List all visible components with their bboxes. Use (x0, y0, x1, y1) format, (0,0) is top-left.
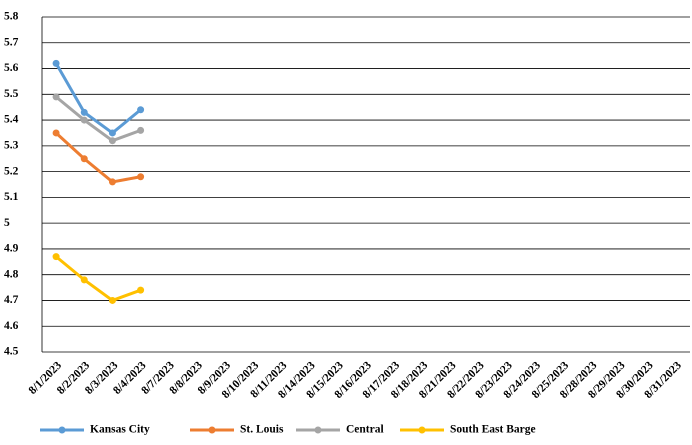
data-point (137, 286, 145, 294)
y-tick-label: 5.4 (4, 114, 19, 126)
data-point (108, 178, 116, 186)
data-point (80, 276, 88, 284)
y-tick-label: 5.2 (4, 165, 19, 177)
data-point (52, 59, 60, 67)
y-tick-label: 4.5 (4, 346, 19, 358)
legend-item: South East Barge (400, 424, 536, 436)
data-point (52, 129, 60, 137)
legend-item: Kansas City (40, 424, 150, 436)
data-point (137, 173, 145, 181)
series-line (55, 95, 142, 143)
legend-marker (58, 426, 66, 434)
data-point (108, 129, 116, 137)
series-line (54, 62, 142, 135)
y-tick-label: 4.6 (4, 320, 19, 332)
legend-marker (314, 426, 322, 434)
data-point (137, 126, 145, 134)
legend-label: South East Barge (450, 424, 536, 436)
data-point (108, 137, 116, 145)
data-point (80, 116, 88, 124)
y-tick-label: 4.8 (4, 268, 19, 280)
series-line (55, 131, 141, 184)
y-tick-label: 4.7 (4, 294, 19, 306)
y-tick-label: 5.1 (4, 191, 19, 203)
y-tick-label: 5.7 (4, 36, 19, 48)
legend-marker (208, 426, 216, 434)
y-tick-label: 5.3 (4, 139, 19, 151)
legend-item: St. Louis (190, 424, 284, 436)
data-point (108, 296, 116, 304)
legend-label: Central (346, 424, 384, 436)
data-point (52, 253, 60, 261)
data-point (80, 108, 88, 116)
data-point (80, 155, 88, 163)
y-tick-label: 5.5 (4, 88, 19, 100)
legend-label: Kansas City (90, 424, 150, 436)
y-tick-label: 5 (4, 217, 10, 229)
y-tick-label: 5.8 (4, 11, 19, 23)
legend-item: Central (296, 424, 384, 436)
data-point (137, 106, 145, 114)
legend-label: St. Louis (240, 424, 284, 436)
y-tick-label: 5.6 (4, 62, 19, 74)
legend-marker (418, 426, 426, 434)
series-line (55, 255, 142, 303)
y-tick-label: 4.9 (4, 243, 19, 255)
data-point (52, 93, 60, 101)
